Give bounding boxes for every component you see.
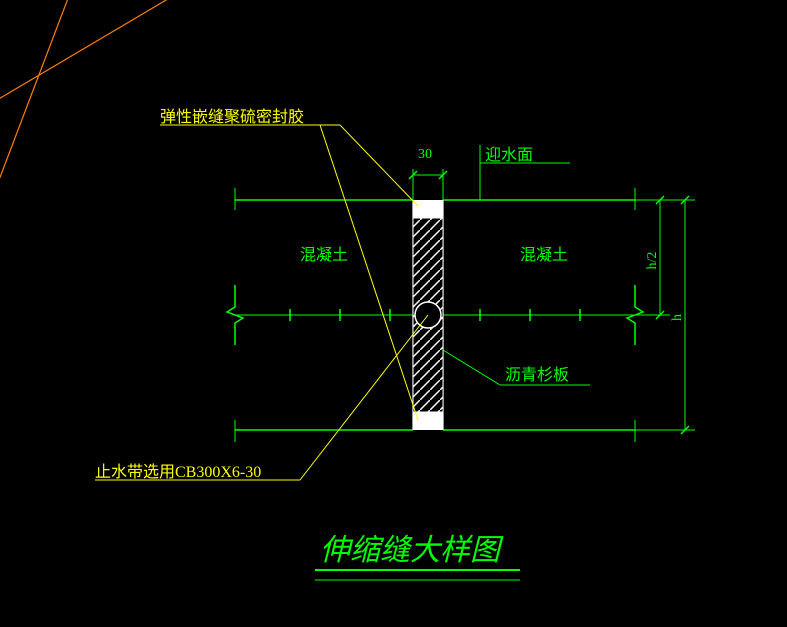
concrete-left-label: 混凝土 [300,246,348,264]
dim-h2-label: h/2 [645,252,660,270]
dimensions: 30 [95,125,695,480]
text-labels: 弹性嵌缝聚硫密封胶止水带选用CB300X6-30 迎水面混凝土 混凝土沥青杉板 h/2… [95,108,685,481]
waterstop-label: 止水带选用CB300X6-30 [95,463,261,481]
water-face-label: 迎水面 [485,146,533,164]
dim-30-label: 30 [418,147,432,162]
sealant-label: 弹性嵌缝聚硫密封胶 [160,108,304,126]
asphalt-board-label: 沥青杉板 [505,366,569,384]
expansion-joint-diagram: 30 弹性嵌缝聚硫密封胶止水带选用CB300X6-30 迎水面混凝土 混凝土沥青杉板… [0,0,787,627]
drawing-title: 伸缩缝大样图 [315,534,520,580]
concrete-right-label: 混凝土 [520,246,568,264]
dim-h-label: h [670,314,685,321]
drawing-title-text: 伸缩缝大样图 [320,534,504,567]
